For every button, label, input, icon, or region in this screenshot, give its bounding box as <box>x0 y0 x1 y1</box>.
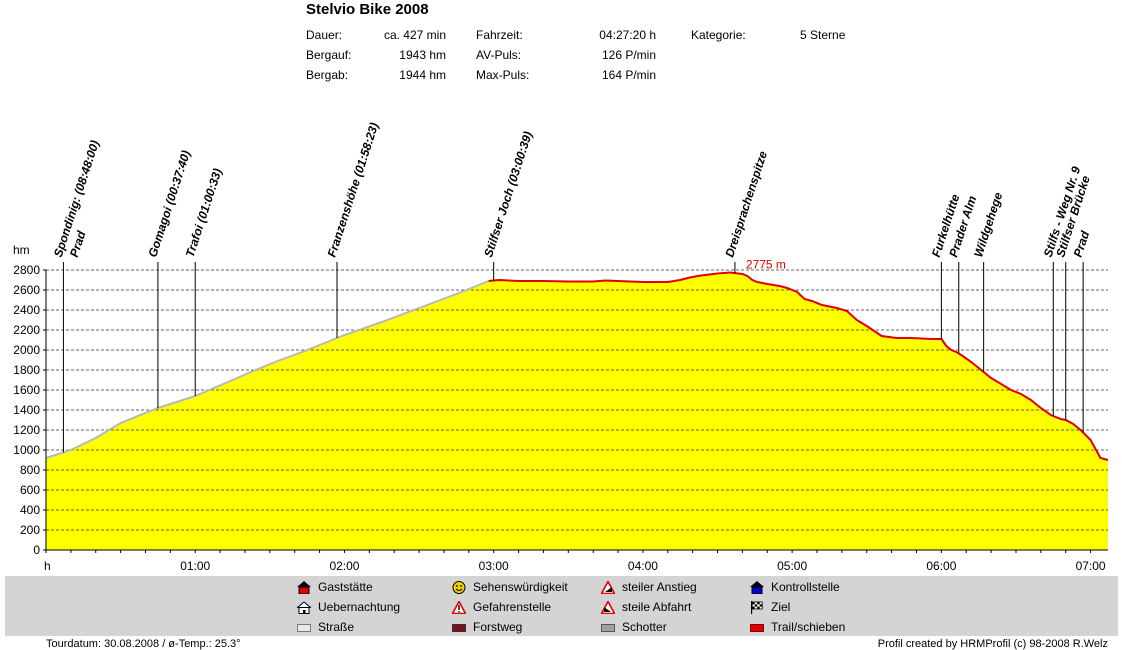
y-tick-label: 1200 <box>13 423 40 437</box>
y-tick-label: 1800 <box>13 363 40 377</box>
legend-label: steile Abfahrt <box>622 600 692 614</box>
y-tick-label: 1600 <box>13 383 40 397</box>
x-tick-label: 01:00 <box>180 559 210 573</box>
checkered-flag-icon <box>751 601 763 614</box>
trail-line <box>488 271 1109 461</box>
y-tick-label: 2200 <box>13 323 40 337</box>
legend-label: Forstweg <box>473 620 523 634</box>
stat-bergauf-value: 1943 hm <box>399 48 446 62</box>
hut-icon <box>297 601 311 614</box>
chart-title: Stelvio Bike 2008 <box>306 1 429 18</box>
y-tick-label: 1400 <box>13 403 40 417</box>
stat-bergab-label: Bergab: <box>306 68 349 82</box>
stat-dauer-value: ca. 427 min <box>383 28 446 42</box>
y-tick-label: 600 <box>20 483 40 497</box>
stat-fahrzeit-value: 04:27:20 h <box>599 28 656 42</box>
legend-label: Kontrollstelle <box>771 580 840 594</box>
y-tick-label: 2000 <box>13 343 40 357</box>
danger-icon <box>452 601 466 614</box>
x-tick-label: 07:00 <box>1076 559 1106 573</box>
stat-avpuls-label: AV-Puls: <box>476 48 522 62</box>
stat-maxpuls-label: Max-Puls: <box>476 68 530 82</box>
gravel-swatch-icon <box>601 624 615 632</box>
footer-tour-info: Tourdatum: 30.08.2008 / ø-Temp.: 25.3° <box>46 638 241 650</box>
legend-label: Sehenswürdigkeit <box>473 580 568 594</box>
x-tick-label: 05:00 <box>777 559 807 573</box>
stat-maxpuls-value: 164 P/min <box>601 68 656 82</box>
road-line <box>45 280 490 459</box>
legend-panel: Gaststätte Sehenswürdigkeit steiler Anst… <box>5 576 1118 636</box>
y-tick-label: 2400 <box>13 303 40 317</box>
y-tick-label: 1000 <box>13 443 40 457</box>
footer-credits: Profil created by HRMProfil (c) 98-2008 … <box>877 638 1108 650</box>
stat-kategorie-label: Kategorie: <box>691 28 746 42</box>
waypoint-label: Dreisprachenspitze <box>722 149 770 259</box>
warning-triangle-icon <box>601 601 615 614</box>
y-tick-label: 0 <box>33 543 40 557</box>
waypoint-label: Stilfser Joch (03:00:39) <box>481 130 535 259</box>
stat-bergab-value: 1944 hm <box>399 68 446 82</box>
legend-label: Ziel <box>771 600 791 614</box>
legend-label: Gefahrenstelle <box>473 600 552 614</box>
legend-label: Straße <box>318 620 355 634</box>
max-elevation-label: 2775 m <box>746 258 786 272</box>
legend-label: Gaststätte <box>318 580 373 594</box>
x-axis-label: h <box>44 559 51 573</box>
y-tick-label: 800 <box>20 463 40 477</box>
smiley-icon <box>452 581 466 594</box>
stat-dauer-label: Dauer: <box>306 28 343 42</box>
warning-triangle-icon <box>601 581 615 594</box>
legend-label: Schotter <box>622 620 667 634</box>
y-axis-label: hm <box>13 243 30 257</box>
x-tick-label: 03:00 <box>479 559 509 573</box>
legend-label: Trail/schieben <box>771 620 846 634</box>
elevation-area <box>46 272 1108 550</box>
y-tick-label: 2800 <box>13 263 40 277</box>
forest-swatch-icon <box>452 624 466 632</box>
x-tick-label: 04:00 <box>628 559 658 573</box>
stat-kategorie-value: 5 Sterne <box>800 28 846 42</box>
road-swatch-icon <box>297 624 311 632</box>
trail-swatch-icon <box>750 624 764 632</box>
x-tick-label: 06:00 <box>926 559 956 573</box>
stat-bergauf-label: Bergauf: <box>306 48 352 62</box>
y-tick-label: 2600 <box>13 283 40 297</box>
red-house-icon <box>297 581 311 594</box>
legend-label: steiler Anstieg <box>622 580 697 594</box>
legend-label: Uebernachtung <box>318 600 401 614</box>
x-tick-label: 02:00 <box>329 559 359 573</box>
y-tick-label: 400 <box>20 503 40 517</box>
waypoint-label: Trafoi (01:00:33) <box>183 167 225 259</box>
stat-fahrzeit-label: Fahrzeit: <box>476 28 523 42</box>
y-tick-label: 200 <box>20 523 40 537</box>
blue-house-icon <box>750 581 764 594</box>
waypoint-label: Franzenshöhe (01:58:23) <box>325 121 382 259</box>
stat-avpuls-value: 126 P/min <box>601 48 656 62</box>
elevation-chart: 0 200 400 600 800 1000 1200 1400 1600 1800 2000 220… <box>13 121 1109 573</box>
